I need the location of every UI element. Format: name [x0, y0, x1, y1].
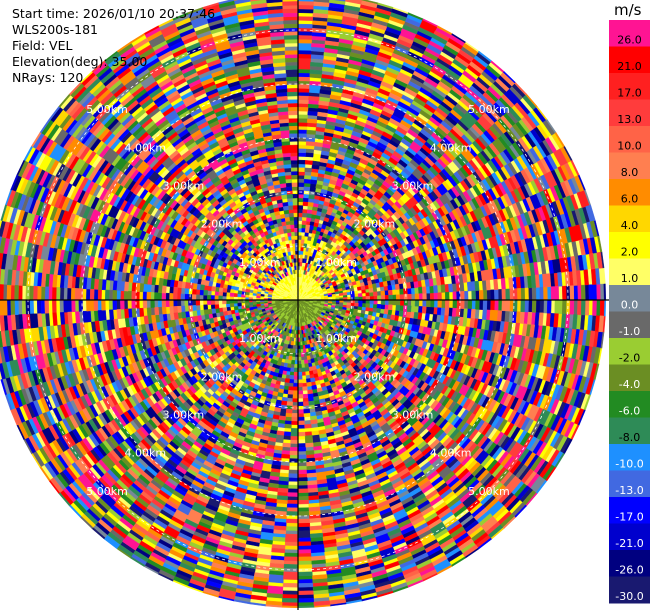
colorbar-swatch	[609, 338, 650, 365]
colorbar-tick-label: -13.0	[615, 484, 643, 497]
range-ring-label: 3.00km	[392, 179, 434, 192]
colorbar-swatch	[609, 497, 650, 524]
velocity-gate-group	[0, 1, 603, 607]
range-ring-label: 3.00km	[163, 409, 205, 422]
colorbar-swatch	[609, 285, 650, 312]
range-ring-label: 1.00km	[239, 256, 281, 269]
range-ring-label: 3.00km	[163, 179, 205, 192]
colorbar-swatch	[609, 417, 650, 445]
range-ring-label: 4.00km	[430, 447, 472, 460]
colorbar-tick-label: 26.0	[617, 34, 642, 47]
colorbar-swatch	[609, 470, 650, 498]
colorbar-tick-label: 4.0	[621, 219, 639, 232]
colorbar-swatch	[609, 46, 650, 74]
colorbar-swatch	[609, 126, 650, 153]
colorbar-swatch	[609, 391, 650, 418]
colorbar-tick-label: -1.0	[619, 325, 640, 338]
colorbar-tick-label: 21.0	[617, 60, 642, 73]
range-ring-label: 3.00km	[392, 409, 434, 422]
range-ring-label: 2.00km	[201, 218, 243, 231]
range-ring-labels: 1.00km 1.00km 1.00km 1.00km 2.00km 2.00km 2.00…	[86, 103, 509, 498]
colorbar-swatch	[609, 576, 650, 604]
colorbar-swatch	[609, 550, 650, 577]
colorbar-tick-label: -6.0	[619, 405, 640, 418]
colorbar-tick-label: 0.0	[621, 299, 639, 312]
range-ring-label: 4.00km	[125, 141, 167, 154]
range-ring-label: 2.00km	[201, 370, 243, 383]
colorbar-tick-label: 8.0	[621, 166, 639, 179]
colorbar-tick-label: 13.0	[617, 113, 642, 126]
colorbar-swatch	[609, 99, 650, 127]
range-ring-label: 1.00km	[239, 332, 281, 345]
range-ring-label: 2.00km	[354, 218, 396, 231]
colorbar-swatch	[609, 73, 650, 100]
colorbar-tick-label: 1.0	[621, 272, 639, 285]
range-ring-label: 4.00km	[430, 141, 472, 154]
colorbar-swatch	[609, 205, 650, 233]
colorbar-swatch	[609, 20, 650, 47]
colorbar-swatch	[609, 523, 650, 551]
colorbar-swatch	[609, 311, 650, 339]
range-ring-label: 1.00km	[315, 256, 357, 269]
colorbar-swatch	[609, 179, 650, 206]
colorbar-tick-label: 17.0	[617, 87, 642, 100]
colorbar-unit: m/s	[614, 1, 642, 19]
velocity-gates	[0, 0, 607, 609]
scan-info: Start time: 2026/01/10 20:37:46 WLS200s-…	[12, 6, 215, 86]
range-ring-label: 5.00km	[468, 485, 510, 498]
colorbar-tick-label: -21.0	[615, 537, 643, 550]
nrays-text: NRays: 120	[12, 70, 84, 85]
colorbar-tick-label: -10.0	[615, 458, 643, 471]
colorbar-tick-label: -8.0	[619, 431, 640, 444]
range-ring-label: 5.00km	[468, 103, 510, 116]
colorbar-swatch	[609, 232, 650, 259]
elevation-text: Elevation(deg): 35.00	[12, 54, 148, 69]
colorbar: 26.0 21.0 17.0 13.0 10.0 8.0 6.0 4.0 2.0 1.0 0.0 -1…	[609, 20, 650, 604]
field-text: Field: VEL	[12, 38, 73, 53]
start-time-text: Start time: 2026/01/10 20:37:46	[12, 6, 216, 21]
range-ring-label: 5.00km	[86, 485, 128, 498]
colorbar-tick-label: -4.0	[619, 378, 640, 391]
range-ring-label: 4.00km	[125, 447, 167, 460]
range-ring-label: 2.00km	[354, 370, 396, 383]
colorbar-tick-label: -2.0	[619, 352, 640, 365]
colorbar-swatch	[609, 444, 650, 471]
colorbar-swatch	[609, 258, 650, 286]
velocity-gate-group	[0, 4, 587, 609]
range-ring-label: 1.00km	[315, 332, 357, 345]
range-ring-label: 5.00km	[86, 103, 128, 116]
colorbar-tick-label: 6.0	[621, 193, 639, 206]
colorbar-tick-label: -30.0	[615, 590, 643, 603]
instrument-text: WLS200s-181	[12, 22, 98, 37]
colorbar-tick-label: -17.0	[615, 511, 643, 524]
colorbar-tick-label: 2.0	[621, 246, 639, 259]
colorbar-tick-label: 10.0	[617, 140, 642, 153]
colorbar-tick-label: -26.0	[615, 564, 643, 577]
colorbar-swatch	[609, 364, 650, 392]
colorbar-swatch	[609, 152, 650, 180]
